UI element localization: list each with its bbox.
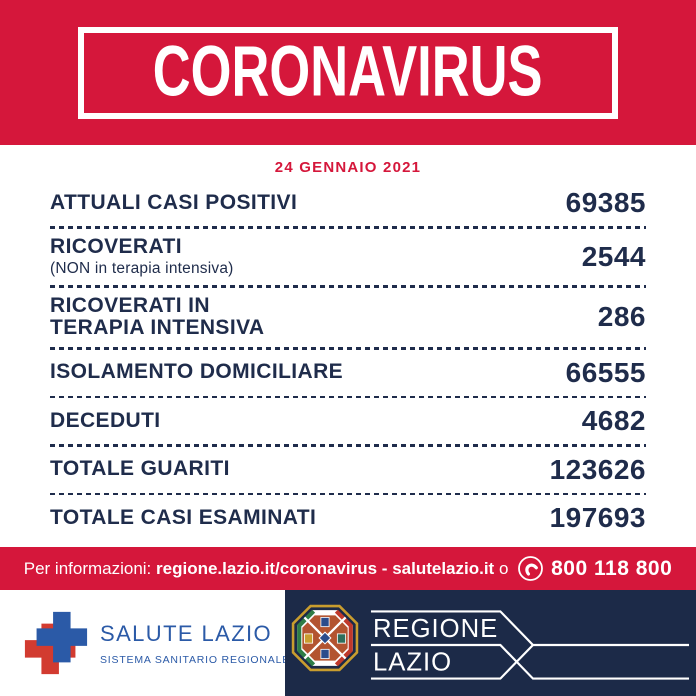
dashed-divider — [50, 347, 646, 350]
dashed-divider — [50, 444, 646, 447]
stat-row-ricoverati: RICOVERATI (NON in terapia intensiva) 25… — [50, 229, 646, 286]
info-bar: Per informazioni: regione.lazio.it/coron… — [0, 547, 696, 590]
bulletin-date: 24 GENNAIO 2021 — [274, 159, 422, 176]
stat-value: 123626 — [549, 453, 646, 485]
info-link-salutelazio: salutelazio.it — [392, 558, 495, 578]
stat-row-attuali-casi-positivi: ATTUALI CASI POSITIVI 69385 — [50, 180, 646, 226]
stat-label: TOTALE GUARITI — [50, 457, 230, 481]
salute-lazio-title: SALUTE LAZIO — [100, 620, 273, 646]
dashed-divider — [50, 285, 646, 288]
phone-circle-icon — [517, 555, 544, 582]
footer: SALUTE LAZIO SISTEMA SANITARIO REGIONALE — [0, 590, 696, 696]
dashed-divider — [50, 492, 646, 496]
regione-lazio-line2: LAZIO — [373, 649, 452, 677]
regione-lazio-logo: REGIONE LAZIO — [285, 590, 696, 696]
stat-value: 69385 — [565, 187, 646, 218]
stat-row-totale-guariti: TOTALE GUARITI 123626 — [50, 447, 646, 493]
dashed-divider — [50, 395, 646, 399]
salute-lazio-cross-icon — [22, 608, 90, 678]
stat-row-isolamento-domiciliare: ISOLAMENTO DOMICILIARE 66555 — [50, 350, 646, 396]
page-title: CORONAVIRUS — [153, 30, 543, 111]
stat-label: DECEDUTI — [50, 408, 161, 432]
header-banner: CORONAVIRUS — [0, 0, 696, 145]
stat-value: 66555 — [565, 356, 646, 388]
stat-label: ATTUALI CASI POSITIVI — [50, 190, 298, 214]
info-dash: - — [377, 558, 393, 578]
regione-lazio-coat-of-arms-icon — [291, 604, 359, 677]
stat-value: 4682 — [581, 405, 646, 437]
dashed-divider — [50, 226, 646, 229]
stat-label: ISOLAMENTO DOMICILIARE — [50, 360, 344, 384]
stat-label: RICOVERATI — [50, 234, 182, 258]
stat-value: 286 — [597, 301, 646, 333]
info-prefix: Per informazioni: — [23, 558, 157, 578]
salute-lazio-logo: SALUTE LAZIO SISTEMA SANITARIO REGIONALE — [0, 590, 289, 696]
info-conjunction: o — [494, 558, 514, 578]
salute-lazio-text: SALUTE LAZIO SISTEMA SANITARIO REGIONALE — [100, 621, 290, 666]
stat-row-deceduti: DECEDUTI 4682 — [50, 398, 646, 444]
stat-row-totale-casi-esaminati: TOTALE CASI ESAMINATI 197693 — [50, 495, 646, 541]
regione-lazio-line1: REGIONE — [373, 615, 498, 643]
stat-value: 2544 — [581, 240, 646, 272]
stat-sublabel: (NON in terapia intensiva) — [50, 260, 234, 278]
phone-number: 800 118 800 — [551, 556, 673, 580]
regione-lazio-wordmark: REGIONE LAZIO — [369, 608, 691, 685]
date-row: 24 GENNAIO 2021 — [0, 145, 696, 176]
stat-row-terapia-intensiva: RICOVERATI IN TERAPIA INTENSIVA 286 — [50, 288, 646, 347]
salute-lazio-subtitle: SISTEMA SANITARIO REGIONALE — [100, 653, 291, 666]
stat-value: 197693 — [549, 502, 646, 534]
stat-label: RICOVERATI IN TERAPIA INTENSIVA — [50, 293, 265, 340]
statistics-table: ATTUALI CASI POSITIVI 69385 RICOVERATI (… — [50, 180, 646, 540]
title-frame: CORONAVIRUS — [78, 26, 618, 119]
info-link-regione-lazio: regione.lazio.it/coronavirus — [156, 558, 378, 578]
stat-label: TOTALE CASI ESAMINATI — [50, 505, 317, 529]
